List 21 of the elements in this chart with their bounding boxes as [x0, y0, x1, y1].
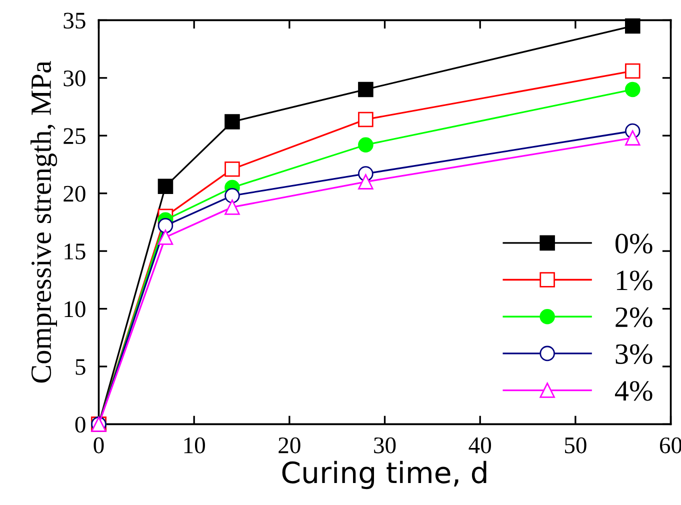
- x-axis-title: Curing time, d: [282, 460, 486, 490]
- x-tick-label: 50: [565, 437, 586, 454]
- x-tick-label: 10: [184, 437, 205, 454]
- legend-label: 4%: [614, 381, 652, 401]
- legend-label: 1%: [616, 270, 652, 290]
- legend-label: 2%: [616, 307, 652, 328]
- y-tick-label: 15: [64, 244, 86, 260]
- y-tick-label: 10: [64, 301, 86, 318]
- y-tick-label: 20: [64, 186, 86, 202]
- legend-label: 0%: [616, 234, 652, 254]
- legend-label: 3%: [616, 344, 652, 364]
- x-tick-label: 30: [374, 437, 396, 454]
- y-tick-label: 5: [76, 359, 86, 375]
- x-tick-label: 40: [468, 437, 492, 454]
- x-tick-label: 20: [278, 437, 300, 454]
- x-tick-label: 0: [94, 437, 104, 454]
- y-tick-label: 25: [64, 128, 86, 144]
- y-tick-label: 0: [75, 416, 86, 433]
- y-axis-title: Compressive strength, MPa: [30, 60, 58, 383]
- y-tick-label: 35: [64, 12, 86, 29]
- y-tick-label: 30: [64, 70, 86, 86]
